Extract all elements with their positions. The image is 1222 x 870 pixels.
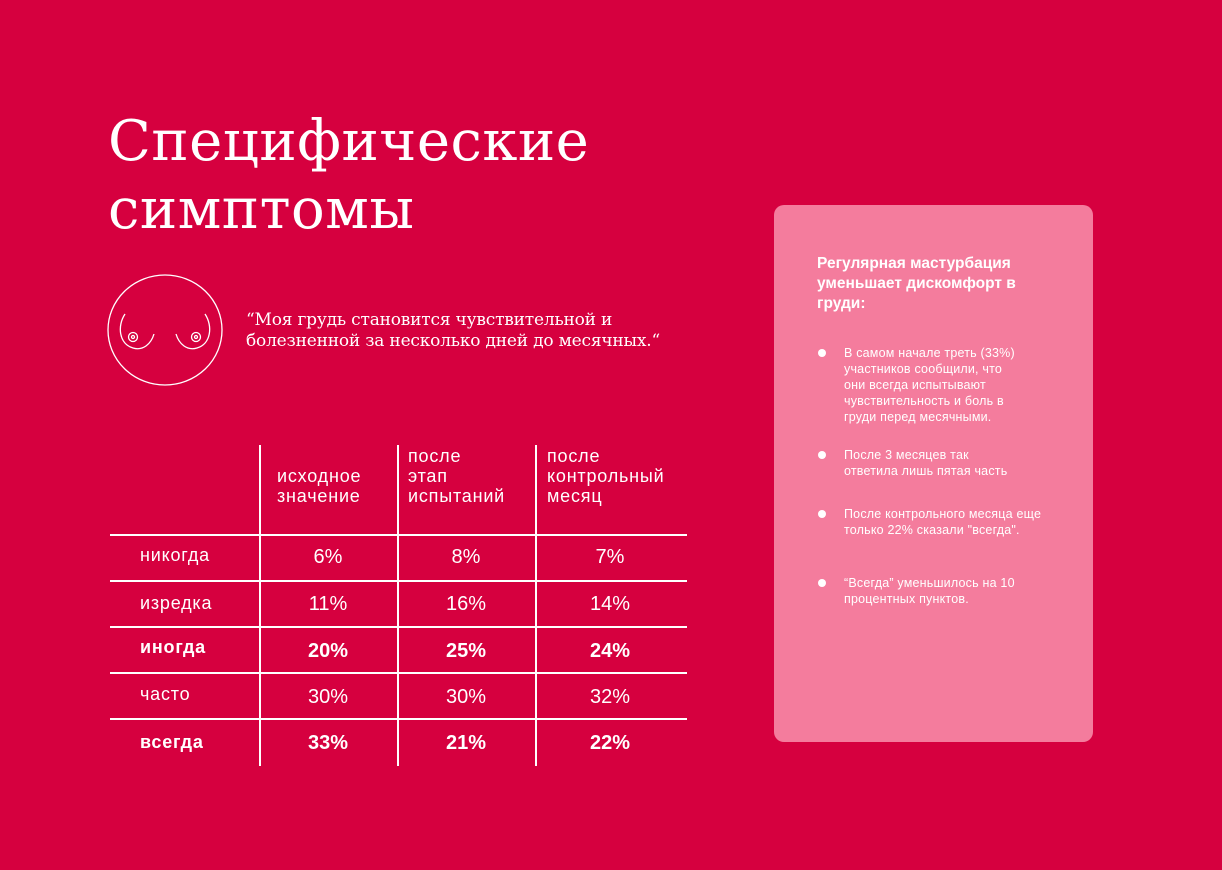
bullet-dot-icon (818, 451, 826, 459)
bullet-item: После контрольного месяца еще только 22%… (818, 506, 1078, 538)
table-divider-v1 (259, 445, 261, 766)
table-cell: 14% (589, 593, 631, 615)
bullet-dot-icon (818, 510, 826, 518)
panel-title-line: груди: (817, 295, 866, 312)
table-divider-h3 (110, 626, 687, 628)
table-divider-h5 (110, 718, 687, 720)
table-cell: 30% (307, 686, 349, 708)
bullet-item: После 3 месяцев так ответила лишь пятая … (818, 447, 1078, 479)
bullet-line: участников сообщили, что (844, 362, 1003, 376)
header-text: этап (408, 466, 448, 486)
bullet-line: только 22% сказали "всегда". (844, 523, 1020, 537)
header-text: после (547, 446, 601, 466)
panel-title-line: уменьшает дискомфорт в (817, 275, 1016, 292)
bullet-line: После контрольного месяца еще (844, 507, 1042, 521)
symptom-table: исходное значение после этап испытаний п… (110, 445, 687, 766)
table-cell: 22% (589, 732, 631, 754)
quote: “Моя грудь становится чувствительной и б… (246, 310, 706, 352)
row-label-sometimes: иногда (140, 637, 206, 657)
bullet-item: В самом начале треть (33%) участников со… (818, 345, 1078, 425)
column-header-baseline: исходное значение (277, 466, 361, 506)
header-text: исходное (277, 466, 362, 486)
table-cell: 25% (445, 640, 487, 662)
row-label-often: часто (140, 684, 191, 704)
header-text: месяц (547, 486, 603, 506)
column-header-trial: после этап испытаний (408, 446, 505, 506)
breast-outline-icon (107, 274, 223, 386)
table-cell: 20% (307, 640, 349, 662)
bullet-text: В самом начале треть (33%) участников со… (844, 345, 1078, 425)
page-title-line-2: симптомы (108, 177, 415, 242)
table-divider-h2 (110, 580, 687, 582)
bullet-text: “Всегда” уменьшилось на 10 процентных пу… (844, 575, 1078, 607)
table-cell: 6% (313, 546, 343, 568)
bullet-line: груди перед месячными. (844, 410, 992, 424)
bullet-line: они всегда испытывают (844, 378, 986, 392)
bullet-line: чувствительность и боль в (844, 394, 1004, 408)
table-cell: 30% (445, 686, 487, 708)
header-text: значение (277, 486, 361, 506)
bullet-line: процентных пунктов. (844, 592, 969, 606)
bullet-dot-icon (818, 579, 826, 587)
info-panel: Регулярная мастурбация уменьшает дискомф… (774, 205, 1093, 742)
table-cell: 33% (307, 732, 349, 754)
row-label-always: всегда (140, 732, 204, 752)
table-divider-h4 (110, 672, 687, 674)
table-cell: 24% (589, 640, 631, 662)
table-divider-v3 (535, 445, 537, 766)
panel-title: Регулярная мастурбация уменьшает дискомф… (817, 254, 1077, 314)
table-cell: 21% (445, 732, 487, 754)
column-header-control: после контрольный месяц (547, 446, 665, 506)
table-cell: 32% (589, 686, 631, 708)
bullet-line: “Всегда” уменьшилось на 10 (844, 576, 1015, 590)
bullet-line: ответила лишь пятая часть (844, 464, 1008, 478)
header-text: испытаний (408, 486, 506, 506)
bullet-dot-icon (818, 349, 826, 357)
table-divider-h1 (110, 534, 687, 536)
bullet-item: “Всегда” уменьшилось на 10 процентных пу… (818, 575, 1078, 607)
quote-line-2: болезненной за несколько дней до месячны… (246, 331, 660, 351)
table-cell: 16% (445, 593, 487, 615)
header-text: после (408, 446, 462, 466)
bullet-line: В самом начале треть (33%) (844, 346, 1015, 360)
header-text: контрольный (547, 466, 665, 486)
bullet-text: После контрольного месяца еще только 22%… (844, 506, 1078, 538)
page-title-line-1: Специфические (108, 109, 590, 174)
page-title: Специфические симптомы (108, 108, 589, 244)
table-cell: 11% (308, 593, 348, 615)
quote-line-1: “Моя грудь становится чувствительной и (246, 310, 613, 330)
row-label-never: никогда (140, 545, 210, 565)
table-cell: 8% (451, 546, 481, 568)
panel-title-line: Регулярная мастурбация (817, 255, 1011, 272)
table-cell: 7% (595, 546, 625, 568)
bullet-line: После 3 месяцев так (844, 448, 969, 462)
table-divider-v2 (397, 445, 399, 766)
row-label-rarely: изредка (140, 593, 213, 613)
bullet-text: После 3 месяцев так ответила лишь пятая … (844, 447, 1078, 479)
